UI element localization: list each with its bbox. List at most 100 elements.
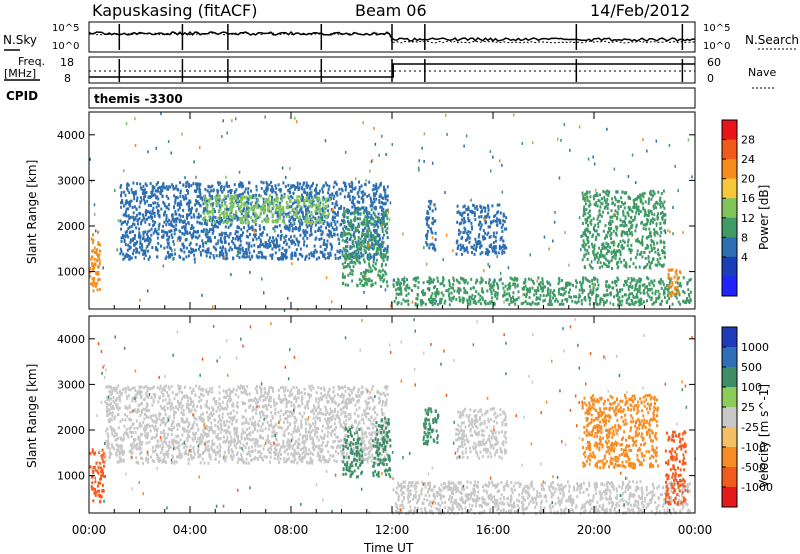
- data-cell-power: [371, 283, 374, 287]
- data-cell-power: [598, 213, 601, 217]
- data-cell-power: [142, 185, 145, 188]
- data-cell-power: [126, 201, 129, 205]
- data-cell-power: [199, 214, 202, 218]
- data-cell-power: [498, 203, 501, 207]
- data-cell-power: [586, 190, 589, 194]
- data-cell-power: [593, 278, 596, 282]
- data-cell-power: [370, 222, 373, 226]
- data-cell-power: [629, 197, 632, 200]
- data-cell-power: [254, 195, 257, 199]
- data-cell-power: [359, 281, 362, 285]
- data-cell-power: [496, 293, 499, 297]
- data-cell-power: [600, 214, 603, 218]
- data-cell-power: [242, 231, 244, 235]
- data-cell-power: [657, 212, 660, 216]
- data-cell-velocity: [94, 493, 97, 497]
- data-cell-power: [363, 218, 366, 222]
- data-cell-power: [678, 290, 681, 294]
- data-cell-power: [182, 215, 185, 218]
- data-cell-power: [466, 301, 469, 305]
- data-cell-power: [479, 302, 482, 306]
- data-cell-power: [581, 191, 584, 195]
- data-cell-velocity: [116, 448, 119, 452]
- data-cell-power: [255, 254, 258, 258]
- data-cell-velocity: [89, 465, 92, 469]
- data-cell-power: [359, 241, 362, 245]
- data-cell-power: [535, 296, 538, 300]
- data-cell-power: [495, 231, 498, 235]
- data-cell-velocity: [190, 457, 193, 461]
- data-cell-power: [428, 216, 431, 220]
- noise-cell-power: [529, 253, 531, 257]
- data-cell-power: [368, 180, 371, 184]
- data-cell-power: [169, 255, 172, 259]
- data-cell-power: [586, 195, 589, 199]
- data-cell-power: [509, 276, 512, 280]
- noise-cell-power: [578, 125, 581, 129]
- data-cell-power: [496, 282, 498, 286]
- data-cell-power: [621, 200, 623, 204]
- noise-cell-power: [499, 159, 501, 163]
- data-cell-power: [127, 220, 129, 224]
- data-cell-power: [217, 181, 220, 185]
- data-cell-power: [303, 198, 306, 202]
- data-cell-power: [372, 260, 375, 264]
- data-cell-power: [362, 233, 365, 237]
- data-cell-power: [277, 208, 280, 211]
- data-cell-power: [657, 296, 660, 300]
- data-cell-power: [611, 202, 614, 205]
- data-cell-power: [614, 250, 617, 254]
- noise-cell-power: [173, 243, 175, 246]
- data-cell-power: [236, 218, 239, 222]
- data-cell-power: [647, 256, 650, 260]
- data-cell-power: [450, 286, 453, 290]
- data-cell-power: [269, 253, 272, 257]
- data-cell-power: [588, 299, 591, 303]
- data-cell-power: [384, 253, 387, 257]
- data-cell-power: [205, 208, 208, 212]
- data-cell-power: [291, 254, 294, 258]
- data-cell-power: [132, 249, 135, 252]
- data-cell-power: [243, 201, 246, 205]
- data-cell-velocity: [259, 455, 261, 459]
- data-cell-power: [181, 232, 184, 235]
- noise-cell-power: [445, 113, 447, 117]
- data-cell-power: [374, 262, 377, 266]
- data-cell-power: [650, 280, 653, 284]
- data-cell-power: [136, 247, 139, 251]
- data-cell-power: [487, 205, 490, 209]
- data-cell-power: [347, 219, 349, 223]
- data-cell-power: [162, 185, 164, 189]
- data-cell-velocity: [295, 439, 297, 443]
- data-cell-power: [93, 251, 96, 254]
- data-cell-power: [287, 211, 290, 215]
- noise-cell-power: [432, 161, 434, 165]
- data-cell-power: [132, 236, 135, 240]
- data-cell-power: [286, 212, 289, 216]
- data-cell-power: [655, 230, 658, 234]
- data-cell-power: [153, 193, 156, 197]
- data-cell-power: [138, 245, 141, 249]
- data-cell-power: [479, 298, 482, 302]
- data-cell-power: [383, 188, 386, 192]
- data-cell-power: [492, 303, 495, 307]
- data-cell-power: [127, 207, 130, 211]
- data-cell-power: [689, 277, 692, 281]
- data-cell-power: [211, 197, 214, 201]
- data-cell-power: [95, 282, 98, 286]
- noise-cell-power: [145, 246, 148, 250]
- data-cell-power: [369, 234, 372, 238]
- noise-cell-power: [172, 257, 174, 261]
- data-cell-power: [568, 283, 571, 287]
- data-cell-power: [350, 185, 353, 189]
- data-cell-power: [615, 233, 618, 237]
- data-cell-power: [251, 200, 253, 204]
- noise-cell-power: [483, 218, 486, 222]
- data-cell-power: [230, 209, 233, 213]
- data-cell-power: [588, 280, 591, 284]
- data-cell-power: [664, 286, 667, 290]
- data-cell-power: [190, 224, 193, 228]
- data-cell-power: [244, 209, 246, 213]
- nsky-tick-bottom: 10^0: [52, 41, 79, 52]
- data-cell-power: [285, 248, 288, 252]
